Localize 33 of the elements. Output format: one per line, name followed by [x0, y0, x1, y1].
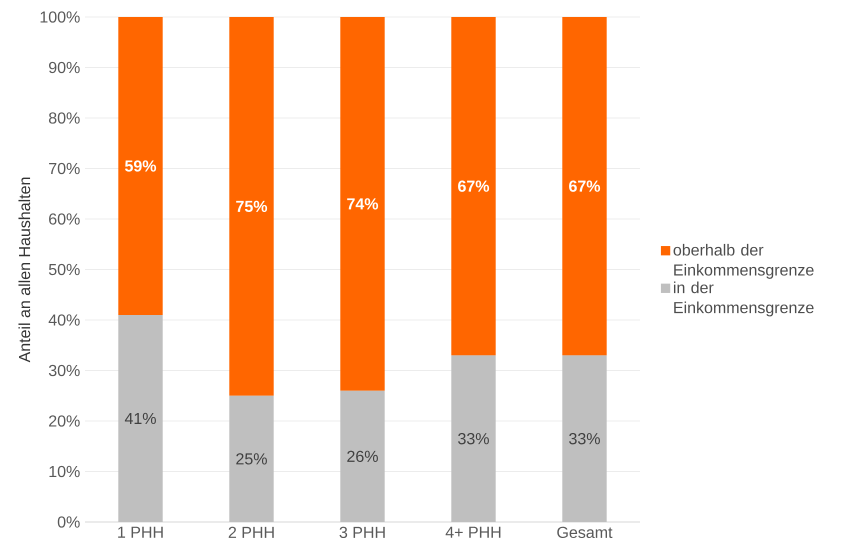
y-tick-label: 50%	[48, 264, 80, 276]
y-tick-label: 40%	[48, 314, 80, 326]
data-label: 41%	[124, 412, 156, 424]
bar	[340, 16, 385, 391]
bar	[562, 16, 607, 356]
y-tick-label: 70%	[49, 162, 80, 174]
data-label: 26%	[347, 450, 378, 462]
y-tick-label: 10%	[49, 466, 80, 478]
x-tick-label: 2 PHH	[228, 526, 274, 538]
legend-label: in der Einkommensgrenze	[674, 282, 814, 316]
x-tick-label: 3 PHH	[340, 526, 385, 538]
data-label: 25%	[236, 453, 267, 465]
data-label: 67%	[569, 180, 600, 192]
x-tick-label: 1 PHH	[118, 526, 163, 538]
data-label: 33%	[569, 433, 600, 444]
x-tick-label: Gesamt	[557, 526, 612, 538]
x-tick-label: 4+ PHH	[446, 526, 500, 538]
data-label: 59%	[124, 160, 156, 172]
y-tick-label: 20%	[49, 415, 80, 427]
y-tick-label: 90%	[49, 62, 80, 74]
y-tick-label: 100%	[40, 11, 80, 23]
data-label: 75%	[236, 200, 268, 212]
y-tick-label: 80%	[48, 112, 80, 124]
bar	[229, 16, 274, 396]
data-label: 33%	[458, 433, 489, 444]
data-label: 67%	[458, 180, 490, 192]
y-axis-title: Anteil an allen Haushalten	[18, 178, 30, 362]
data-label: 74%	[347, 198, 378, 210]
y-tick-label: 60%	[49, 213, 80, 225]
bar	[118, 16, 163, 315]
bar	[451, 16, 496, 356]
y-tick-label: 30%	[48, 364, 80, 376]
y-tick-label: 0%	[58, 516, 80, 528]
